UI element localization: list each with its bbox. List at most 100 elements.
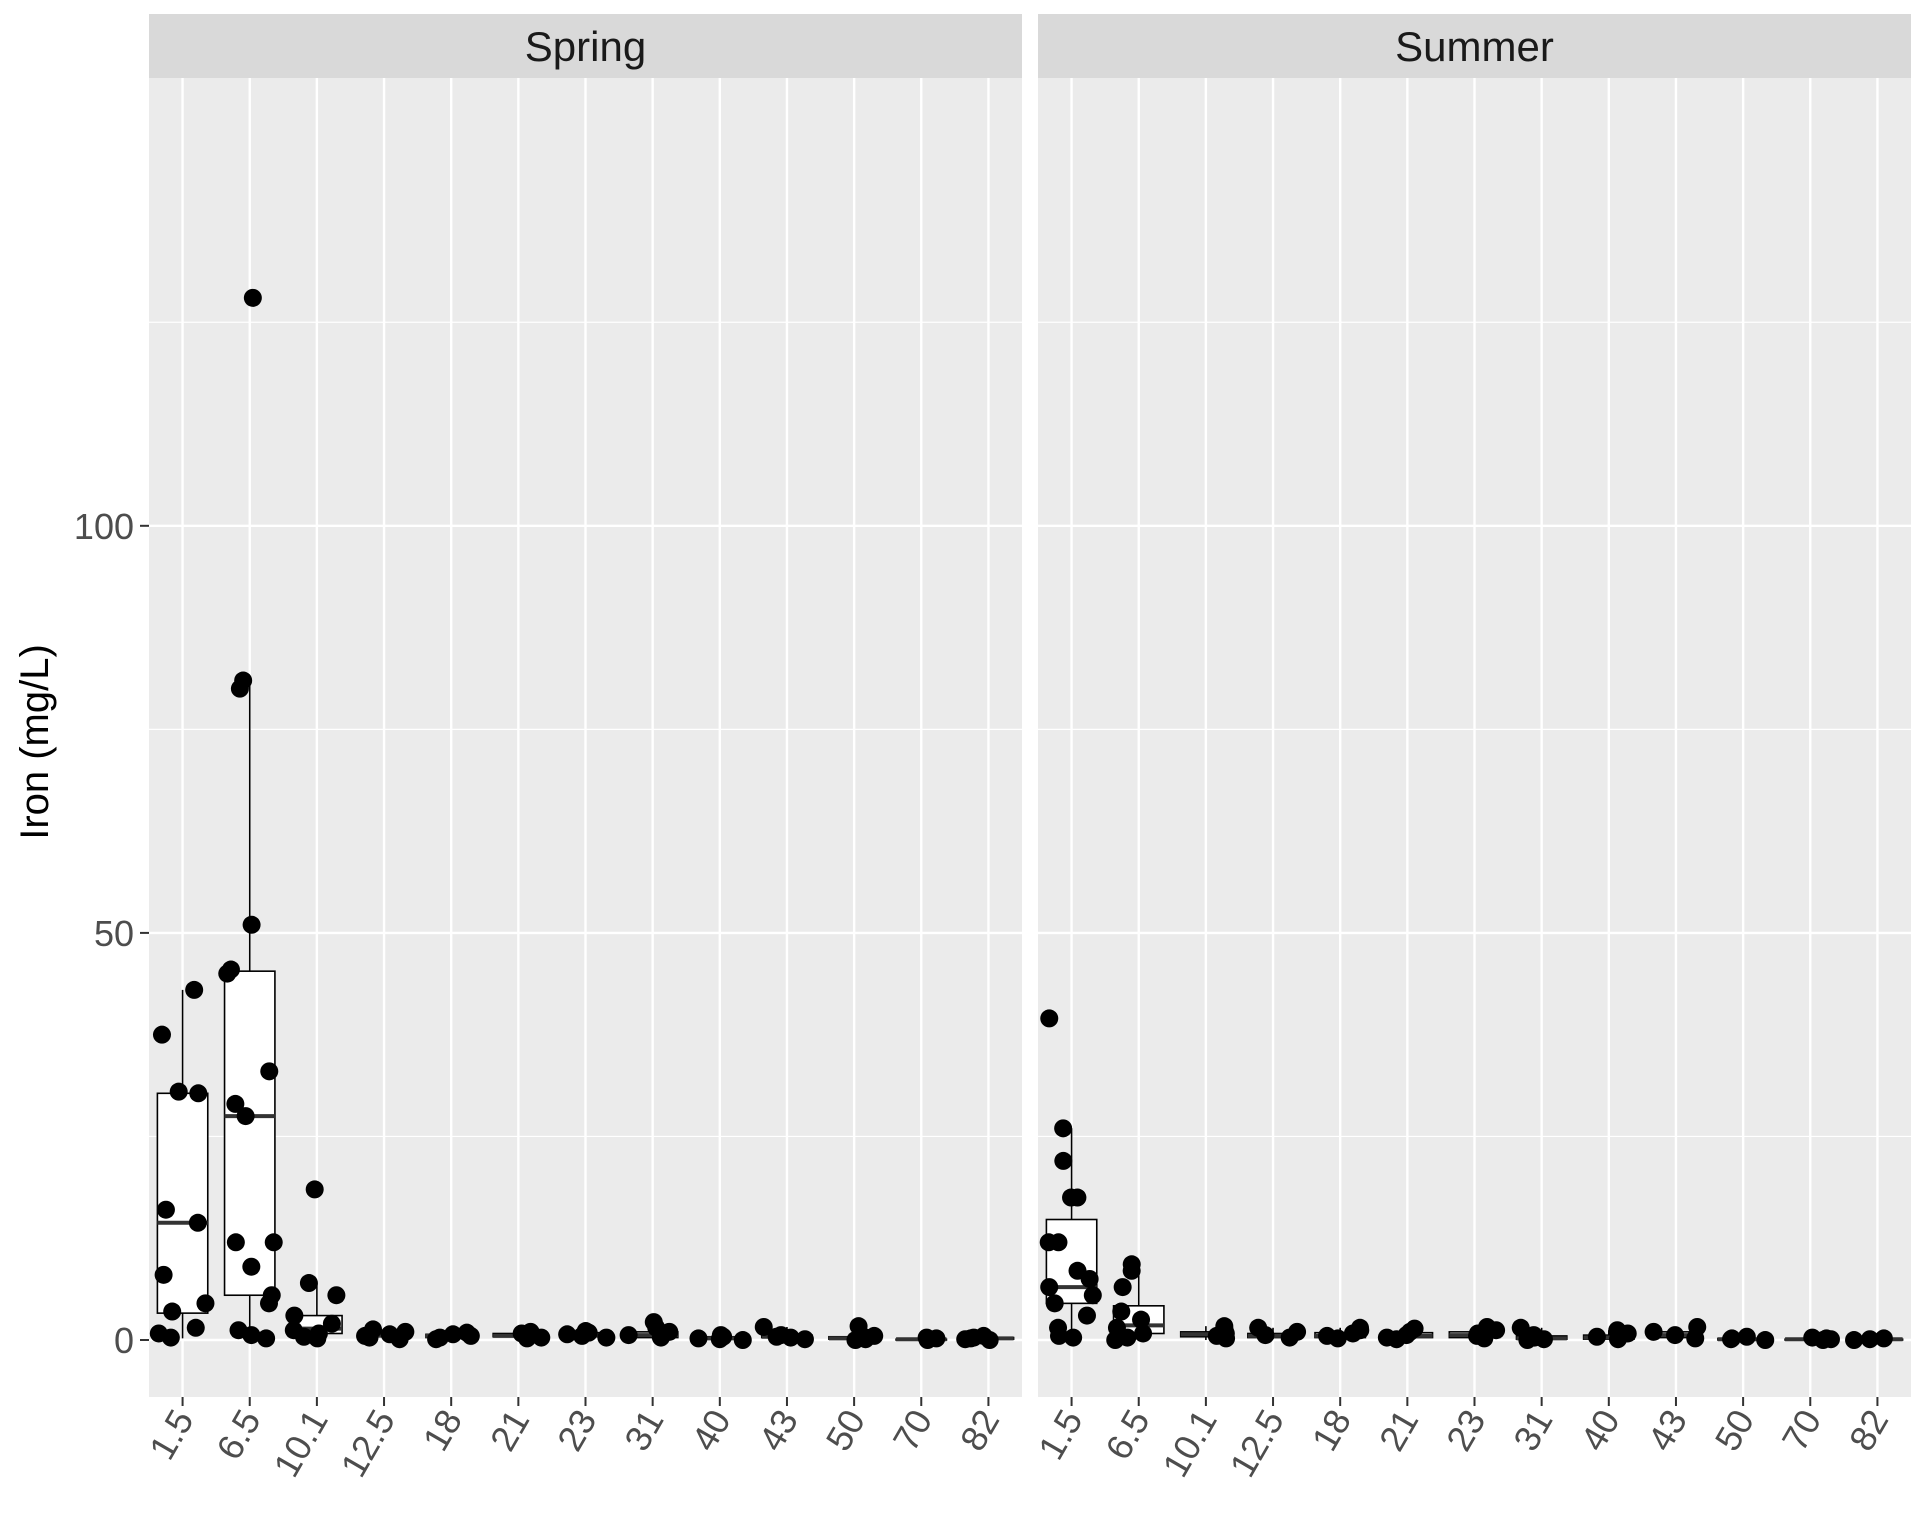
x-tick-label: 10.1: [265, 1403, 336, 1484]
data-point: [1113, 1278, 1132, 1297]
facet-strip-label: Summer: [1395, 23, 1554, 70]
x-tick-label: 12.5: [1221, 1403, 1292, 1484]
data-point: [196, 1294, 215, 1313]
x-tick-label: 6.5: [1097, 1403, 1158, 1467]
x-tick-label: 82: [952, 1403, 1008, 1458]
data-point: [1054, 1119, 1073, 1138]
x-tick-label: 43: [750, 1403, 806, 1458]
x-tick-label: 82: [1841, 1403, 1897, 1458]
data-point: [1328, 1329, 1347, 1348]
data-point: [754, 1317, 773, 1336]
x-tick-label: 31: [1505, 1403, 1561, 1458]
data-point: [242, 1326, 261, 1345]
data-point: [360, 1328, 379, 1347]
data-point: [189, 1084, 208, 1103]
data-point: [294, 1327, 313, 1346]
data-point: [188, 1213, 207, 1232]
data-point: [259, 1294, 278, 1313]
data-point: [1722, 1330, 1741, 1349]
data-point: [1737, 1327, 1756, 1346]
facet-panel-spring: Spring 1.5 6.510.112.5 18 21 23 31 40 43 50 70 82: [141, 14, 1022, 1484]
data-point: [1280, 1328, 1299, 1347]
data-point: [226, 1094, 245, 1113]
data-point: [1644, 1322, 1663, 1341]
data-point: [427, 1330, 446, 1349]
data-point: [308, 1329, 327, 1348]
x-tick-label: 31: [616, 1403, 672, 1458]
data-point: [257, 1329, 276, 1348]
data-point: [781, 1328, 800, 1347]
facet-strip: [149, 14, 1022, 78]
data-point: [1686, 1329, 1705, 1348]
data-point: [558, 1325, 577, 1344]
y-tick-label: 0: [114, 1320, 134, 1361]
data-point: [1666, 1326, 1685, 1345]
data-point: [651, 1328, 670, 1347]
data-point: [1256, 1326, 1275, 1345]
data-point: [597, 1328, 616, 1347]
data-point: [1134, 1324, 1153, 1343]
data-point: [161, 1328, 180, 1347]
x-tick-label: 23: [1438, 1403, 1494, 1458]
x-tick-label: 40: [683, 1403, 739, 1458]
data-point: [169, 1082, 188, 1101]
data-point: [689, 1329, 708, 1348]
data-point: [1609, 1330, 1628, 1349]
data-point: [1587, 1327, 1606, 1346]
data-point: [1475, 1329, 1494, 1348]
data-point: [1217, 1329, 1236, 1348]
data-point: [461, 1326, 480, 1345]
x-tick-label: 40: [1572, 1403, 1628, 1458]
data-point: [152, 1025, 171, 1044]
data-point: [795, 1330, 814, 1349]
data-point: [236, 1107, 255, 1126]
data-point: [218, 964, 237, 983]
data-point: [299, 1274, 318, 1293]
x-tick-label: 6.5: [208, 1403, 269, 1467]
x-tick-label: 70: [885, 1403, 941, 1458]
data-point: [1050, 1326, 1069, 1345]
data-point: [226, 1233, 245, 1252]
x-tick-label: 1.5: [141, 1403, 202, 1467]
x-tick-label: 50: [1707, 1403, 1763, 1458]
data-point: [390, 1330, 409, 1349]
x-tick-label: 43: [1639, 1403, 1695, 1458]
data-point: [264, 1233, 283, 1252]
data-point: [980, 1331, 999, 1350]
data-point: [619, 1326, 638, 1345]
data-point: [242, 1257, 261, 1276]
data-point: [1040, 1278, 1059, 1297]
data-point: [1083, 1286, 1102, 1305]
data-point: [285, 1306, 304, 1325]
x-tick-label: 23: [549, 1403, 605, 1458]
x-tick-label: 12.5: [332, 1403, 403, 1484]
data-point: [186, 1318, 205, 1337]
data-point: [185, 980, 204, 999]
data-point: [532, 1328, 551, 1347]
data-point: [1845, 1331, 1864, 1350]
data-point: [305, 1180, 324, 1199]
x-tick-label: 18: [415, 1403, 471, 1458]
data-point: [260, 1062, 279, 1081]
data-point: [1039, 1233, 1058, 1252]
y-tick-label: 100: [74, 506, 134, 547]
data-point: [518, 1329, 537, 1348]
data-point: [1122, 1261, 1141, 1280]
data-point: [767, 1327, 786, 1346]
data-point: [918, 1331, 937, 1350]
facet-strip: [1038, 14, 1911, 78]
x-tick-label: 10.1: [1154, 1403, 1225, 1484]
data-point: [956, 1330, 975, 1349]
y-axis-title: Iron (mg/L): [13, 644, 57, 840]
data-point: [1756, 1331, 1775, 1350]
data-point: [156, 1200, 175, 1219]
x-tick-label: 50: [818, 1403, 874, 1458]
data-point: [573, 1326, 592, 1345]
data-point: [1534, 1330, 1553, 1349]
data-point: [1062, 1188, 1081, 1207]
data-point: [242, 915, 261, 934]
data-point: [1518, 1331, 1537, 1350]
data-point: [1045, 1294, 1064, 1313]
data-point: [1106, 1331, 1125, 1350]
